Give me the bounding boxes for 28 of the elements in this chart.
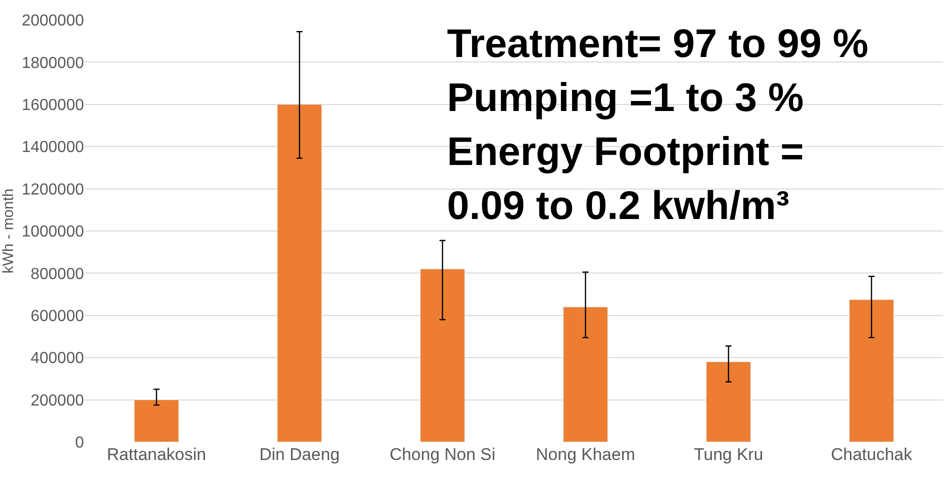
x-tick-label: Din Daeng	[259, 445, 340, 464]
annotation: Pumping =1 to 3 %	[447, 76, 804, 120]
bar	[277, 104, 322, 442]
y-tick-label: 1600000	[22, 97, 84, 114]
y-axis-title: kWh - month	[0, 188, 17, 274]
y-tick-label: 2000000	[22, 12, 84, 30]
y-tick-label: 0	[75, 434, 84, 452]
y-tick-label: 800000	[30, 266, 84, 283]
annotation: Energy Footprint =	[447, 130, 804, 174]
x-tick-label: Chatuchak	[830, 445, 913, 464]
y-tick-label: 600000	[30, 308, 84, 325]
bar	[849, 299, 894, 442]
bar	[706, 362, 751, 442]
x-tick-label: Chong Non Si	[390, 445, 496, 464]
y-tick-label: 1400000	[22, 139, 84, 156]
annotation: 0.09 to 0.2 kwh/m³	[447, 184, 790, 228]
x-tick-label: Tung Kru	[694, 445, 764, 464]
bar	[563, 306, 608, 442]
x-tick-label: Nong Khaem	[536, 445, 636, 464]
bar	[420, 268, 465, 442]
y-tick-label: 400000	[30, 350, 84, 368]
bar	[134, 400, 179, 442]
annotation: Treatment= 97 to 99 %	[447, 22, 868, 66]
y-tick-label: 1000000	[22, 224, 84, 241]
y-tick-label: 200000	[30, 392, 84, 410]
x-tick-label: Rattanakosin	[106, 445, 206, 464]
y-tick-label: 1200000	[22, 181, 84, 198]
y-tick-label: 1800000	[22, 54, 84, 72]
